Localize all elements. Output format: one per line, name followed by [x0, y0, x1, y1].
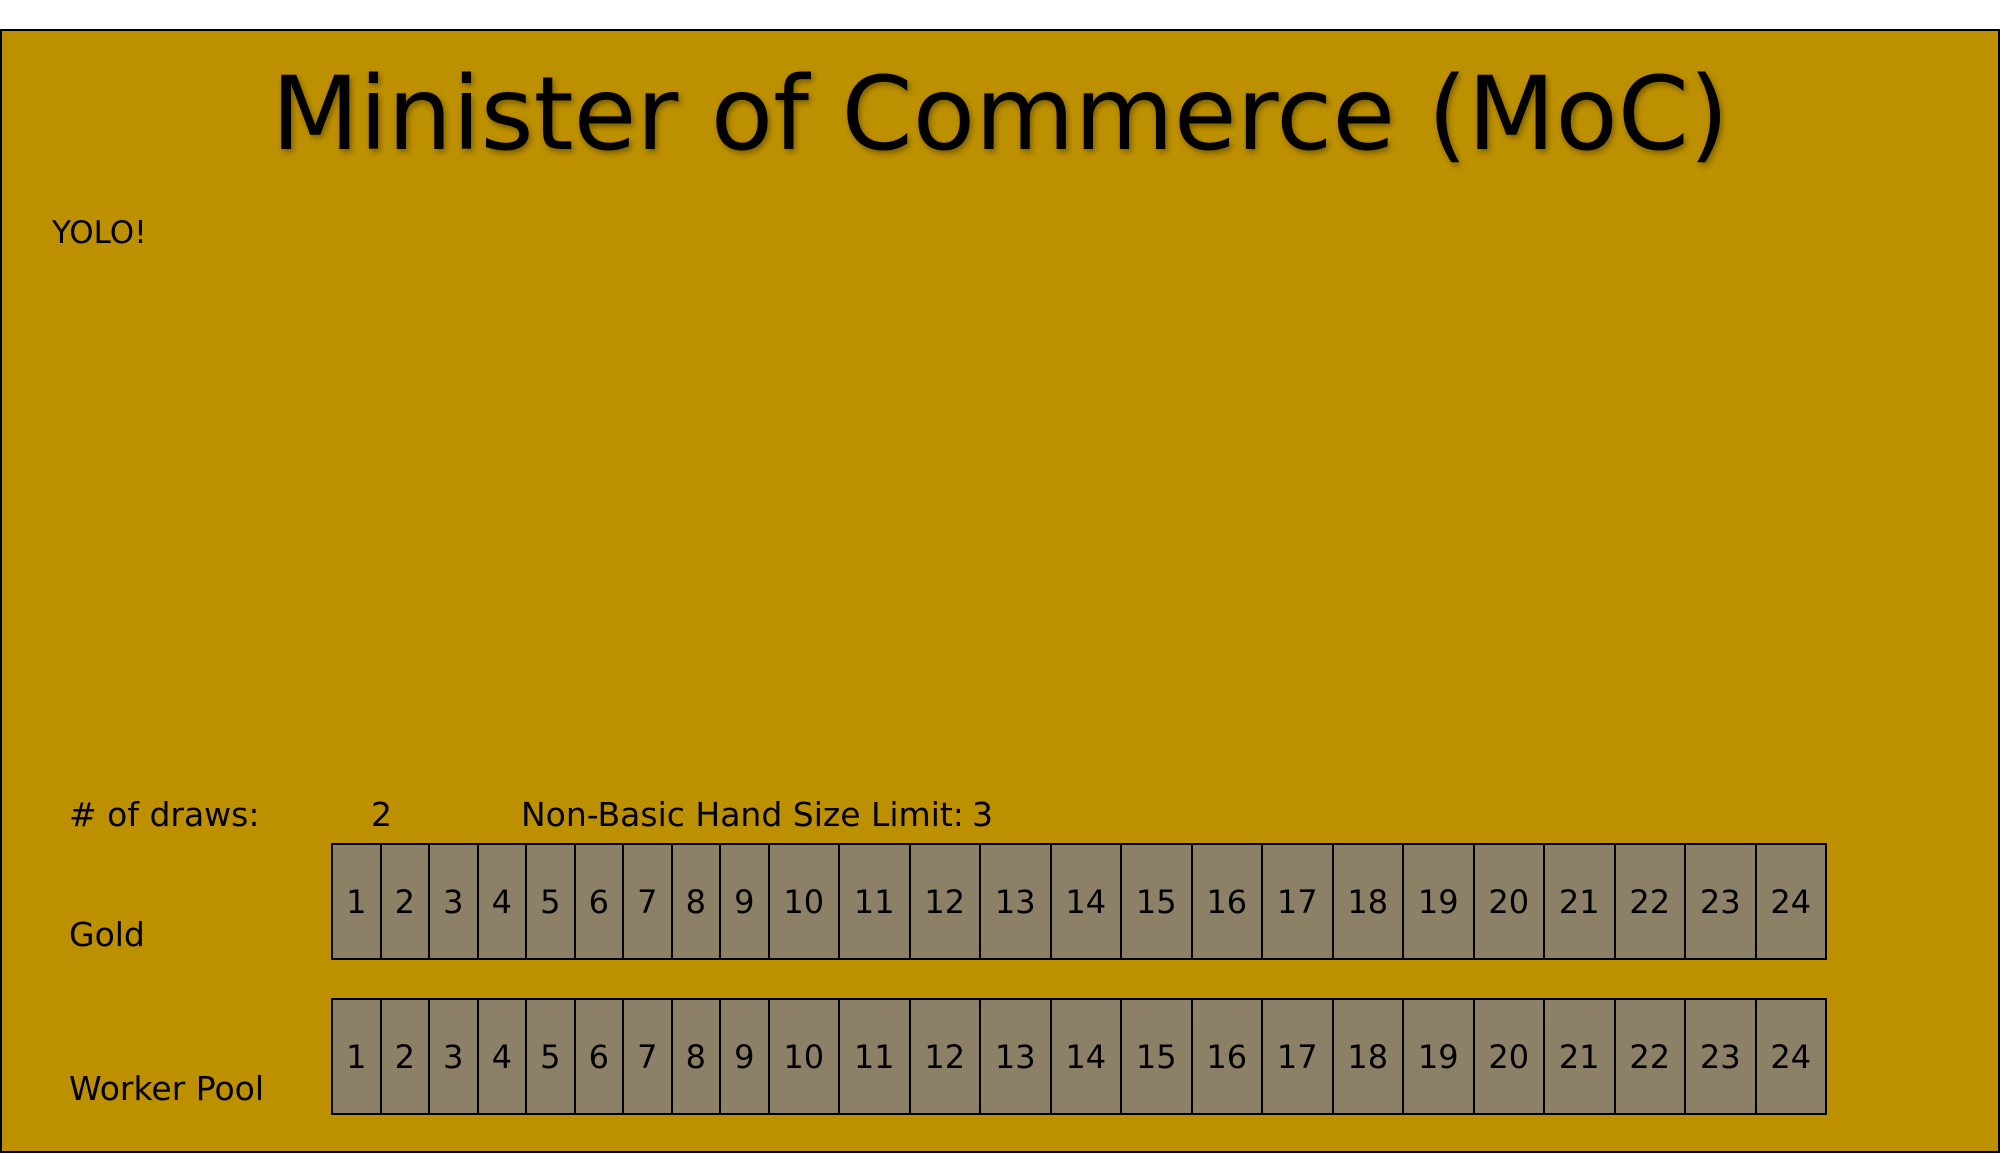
worker-pool-track-space[interactable]: 20: [1472, 998, 1545, 1115]
worker-pool-track-space[interactable]: 16: [1190, 998, 1263, 1115]
note-text: YOLO!: [52, 215, 147, 251]
worker-pool-track-space[interactable]: 15: [1120, 998, 1193, 1115]
worker-pool-track-space[interactable]: 11: [838, 998, 911, 1115]
gold-track-space[interactable]: 6: [573, 843, 624, 960]
worker-pool-track-space[interactable]: 13: [979, 998, 1052, 1115]
gold-track-space[interactable]: 13: [979, 843, 1052, 960]
worker-pool-track-label: Worker Pool: [69, 1069, 265, 1108]
gold-track-space[interactable]: 19: [1402, 843, 1475, 960]
gold-track-space[interactable]: 17: [1261, 843, 1334, 960]
worker-pool-track-space[interactable]: 18: [1331, 998, 1404, 1115]
worker-pool-track-space[interactable]: 23: [1684, 998, 1757, 1115]
gold-track-space[interactable]: 24: [1754, 843, 1827, 960]
gold-track-space[interactable]: 16: [1190, 843, 1263, 960]
draws-value: 2: [371, 795, 392, 834]
gold-track-space[interactable]: 9: [719, 843, 770, 960]
gold-track-space[interactable]: 15: [1120, 843, 1193, 960]
worker-pool-track-space[interactable]: 4: [476, 998, 527, 1115]
worker-pool-track-space[interactable]: 7: [622, 998, 673, 1115]
gold-track-space[interactable]: 12: [908, 843, 981, 960]
gold-track: 1 2 3 4 5 6 7 8 9 10 11 12 13 14 15 16 17 18 19 20 21 22 23 24: [331, 843, 1827, 960]
gold-track-space[interactable]: 22: [1613, 843, 1686, 960]
worker-pool-track-space[interactable]: 6: [573, 998, 624, 1115]
worker-pool-track-space[interactable]: 5: [525, 998, 576, 1115]
gold-track-space[interactable]: 10: [767, 843, 840, 960]
worker-pool-track-space[interactable]: 1: [331, 998, 382, 1115]
gold-track-space[interactable]: 21: [1543, 843, 1616, 960]
worker-pool-track-space[interactable]: 2: [379, 998, 430, 1115]
gold-track-space[interactable]: 5: [525, 843, 576, 960]
gold-track-space[interactable]: 3: [428, 843, 479, 960]
hand-limit-value: 3: [972, 795, 993, 834]
gold-track-space[interactable]: 2: [379, 843, 430, 960]
gold-track-space[interactable]: 7: [622, 843, 673, 960]
worker-pool-track-space[interactable]: 22: [1613, 998, 1686, 1115]
worker-pool-track-space[interactable]: 8: [670, 998, 721, 1115]
gold-track-space[interactable]: 1: [331, 843, 382, 960]
worker-pool-track-space[interactable]: 10: [767, 998, 840, 1115]
gold-track-space[interactable]: 11: [838, 843, 911, 960]
board-title: Minister of Commerce (MoC): [271, 55, 1729, 174]
gold-track-space[interactable]: 8: [670, 843, 721, 960]
worker-pool-track-space[interactable]: 9: [719, 998, 770, 1115]
worker-pool-track: 1 2 3 4 5 6 7 8 9 10 11 12 13 14 15 16 17 18 19 20 21 22 23 24: [331, 998, 1827, 1115]
worker-pool-track-space[interactable]: 21: [1543, 998, 1616, 1115]
draws-label: # of draws:: [69, 795, 260, 834]
gold-track-space[interactable]: 4: [476, 843, 527, 960]
worker-pool-track-space[interactable]: 3: [428, 998, 479, 1115]
gold-track-space[interactable]: 23: [1684, 843, 1757, 960]
worker-pool-track-space[interactable]: 24: [1754, 998, 1827, 1115]
worker-pool-track-space[interactable]: 17: [1261, 998, 1334, 1115]
worker-pool-track-space[interactable]: 14: [1049, 998, 1122, 1115]
worker-pool-track-space[interactable]: 12: [908, 998, 981, 1115]
gold-track-space[interactable]: 18: [1331, 843, 1404, 960]
worker-pool-track-space[interactable]: 19: [1402, 998, 1475, 1115]
gold-track-space[interactable]: 20: [1472, 843, 1545, 960]
player-board: Minister of Commerce (MoC) YOLO! # of dr…: [0, 29, 2000, 1153]
hand-limit-label: Non-Basic Hand Size Limit:: [521, 795, 964, 834]
gold-track-space[interactable]: 14: [1049, 843, 1122, 960]
gold-track-label: Gold: [69, 915, 145, 954]
